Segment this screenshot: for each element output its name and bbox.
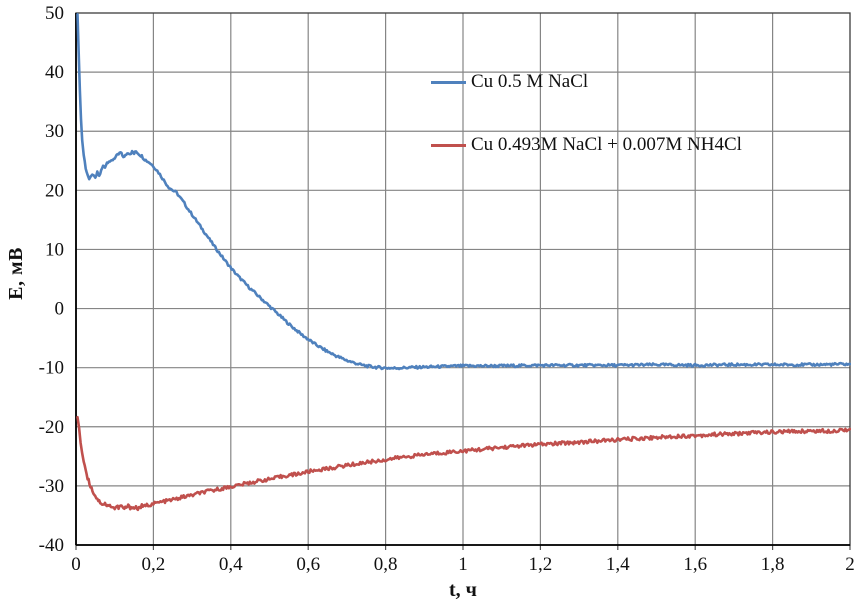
y-tick-label: -10 — [39, 358, 64, 379]
legend-line-red-icon — [431, 143, 466, 147]
legend-item-cu-nacl-nh4cl: Cu 0.493M NaCl + 0.007M NH4Cl — [431, 134, 742, 156]
y-tick-label: -40 — [39, 535, 64, 556]
legend-label-cu-nacl-nh4cl: Cu 0.493M NaCl + 0.007M NH4Cl — [471, 134, 742, 155]
y-tick-label: 20 — [45, 180, 64, 201]
y-tick-label: 40 — [45, 62, 64, 83]
y-tick-label: 50 — [45, 3, 64, 24]
x-tick-label: 0,4 — [219, 554, 243, 575]
series-line-1 — [76, 415, 851, 512]
y-tick-label: 0 — [55, 299, 65, 320]
x-tick-label: 0,2 — [142, 554, 166, 575]
legend-label-cu-nacl: Cu 0.5 M NaCl — [471, 71, 589, 92]
x-tick-label: 1,4 — [606, 554, 630, 575]
legend-line-blue-icon — [431, 80, 466, 84]
x-tick-label: 1,8 — [761, 554, 785, 575]
x-tick-label: 1,2 — [529, 554, 553, 575]
y-tick-label: 30 — [45, 121, 64, 142]
legend-item-cu-nacl: Cu 0.5 M NaCl — [431, 71, 588, 93]
y-tick-label: 10 — [45, 239, 64, 260]
x-tick-label: 2 — [845, 554, 855, 575]
x-tick-label: 0,6 — [296, 554, 320, 575]
y-axis-title: E, мВ — [5, 247, 27, 300]
series-line-0 — [76, 13, 851, 371]
y-tick-label: -20 — [39, 417, 64, 438]
x-tick-label: 0 — [71, 554, 81, 575]
x-tick-label: 1 — [458, 554, 468, 575]
x-axis-title: t, ч — [449, 579, 477, 601]
x-tick-label: 0,8 — [374, 554, 398, 575]
y-tick-label: -30 — [39, 476, 64, 497]
x-tick-label: 1,6 — [683, 554, 707, 575]
